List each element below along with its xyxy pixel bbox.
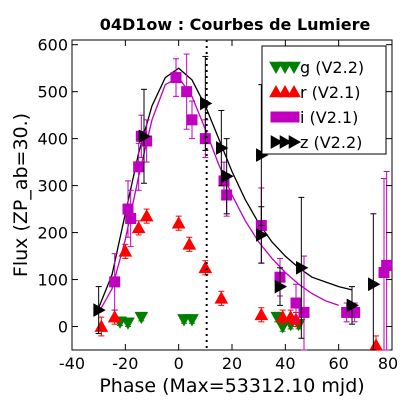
point-r-0 [94, 319, 109, 332]
point-r-5 [171, 216, 186, 229]
x-tick-label-20: 20 [222, 354, 242, 373]
y-tick-label-300: 300 [37, 177, 68, 196]
y-tick-label-500: 500 [37, 83, 68, 102]
point-i-8 [186, 114, 198, 126]
legend-markers [269, 61, 302, 149]
point-z-9 [346, 298, 360, 313]
point-z-0 [93, 303, 106, 317]
point-i-14 [290, 297, 302, 309]
y-tick-label-400: 400 [37, 130, 68, 149]
point-z-1 [138, 129, 152, 144]
legend-label-i: i (V2.1) [300, 108, 358, 127]
legend-marker-i-2 [288, 111, 300, 123]
point-r-7 [198, 260, 213, 274]
point-i-15 [298, 306, 310, 318]
axis-ticks: -40 -20 0 20 40 60 80 0 100 200 300 400 500 600 [37, 36, 398, 373]
point-i-2 [125, 212, 137, 224]
point-g-4 [185, 314, 199, 327]
point-i-19 [381, 259, 393, 271]
point-r-3 [131, 220, 146, 234]
legend-label-z: z (V2.2) [300, 133, 362, 152]
x-tick-label-0: 0 [174, 354, 184, 373]
x-tick-label--40: -40 [59, 354, 85, 373]
legend-marker-z-0 [270, 135, 284, 149]
point-i-1 [122, 203, 134, 215]
point-i-3 [133, 161, 145, 173]
legend-marker-z-2 [288, 135, 302, 149]
legend-marker-r-2 [287, 84, 301, 98]
point-i-0 [109, 276, 121, 288]
x-tick-label--20: -20 [112, 354, 138, 373]
point-r-13 [369, 338, 383, 351]
point-z-4 [221, 169, 234, 184]
point-z-7 [274, 279, 288, 294]
point-r-9 [254, 307, 269, 321]
point-r-4 [139, 209, 154, 222]
chart-title: 04D1ow : Courbes de Lumiere [100, 15, 371, 34]
point-z-10 [368, 277, 381, 292]
legend-marker-z-1 [279, 135, 293, 149]
point-g-1 [121, 317, 135, 330]
point-r-6 [182, 237, 197, 250]
x-tick-label-60: 60 [328, 354, 348, 373]
legend: g (V2.2) r (V2.1) i (V2.1) z (V2.2) [261, 45, 387, 155]
legend-label-g: g (V2.2) [300, 58, 364, 77]
error-bar-i-15 [301, 255, 307, 351]
y-tick-label-0: 0 [58, 318, 68, 337]
y-tick-label-200: 200 [37, 224, 68, 243]
legend-marker-g-0 [269, 61, 283, 75]
y-tick-label-100: 100 [37, 271, 68, 290]
point-z-3 [216, 141, 229, 155]
point-r-2 [118, 244, 133, 257]
data-points [93, 53, 393, 351]
point-i-7 [181, 86, 193, 98]
y-axis-label: Flux (ZP_ab=30.) [10, 113, 32, 277]
point-r-8 [214, 291, 229, 304]
point-z-6 [256, 228, 269, 242]
x-axis-label: Phase (Max=53312.10 mjd) [99, 375, 364, 397]
x-tick-label-40: 40 [275, 354, 295, 373]
point-i-6 [170, 72, 182, 84]
point-g-2 [134, 311, 149, 325]
legend-marker-g-1 [278, 61, 292, 75]
point-z-8 [296, 260, 309, 275]
y-tick-label-600: 600 [37, 36, 68, 55]
legend-marker-r-1 [278, 84, 292, 98]
legend-label-r: r (V2.1) [300, 83, 361, 102]
legend-marker-r-0 [269, 84, 283, 98]
point-r-1 [107, 310, 122, 323]
legend-marker-g-2 [287, 61, 301, 75]
x-tick-label-80: 80 [378, 354, 398, 373]
